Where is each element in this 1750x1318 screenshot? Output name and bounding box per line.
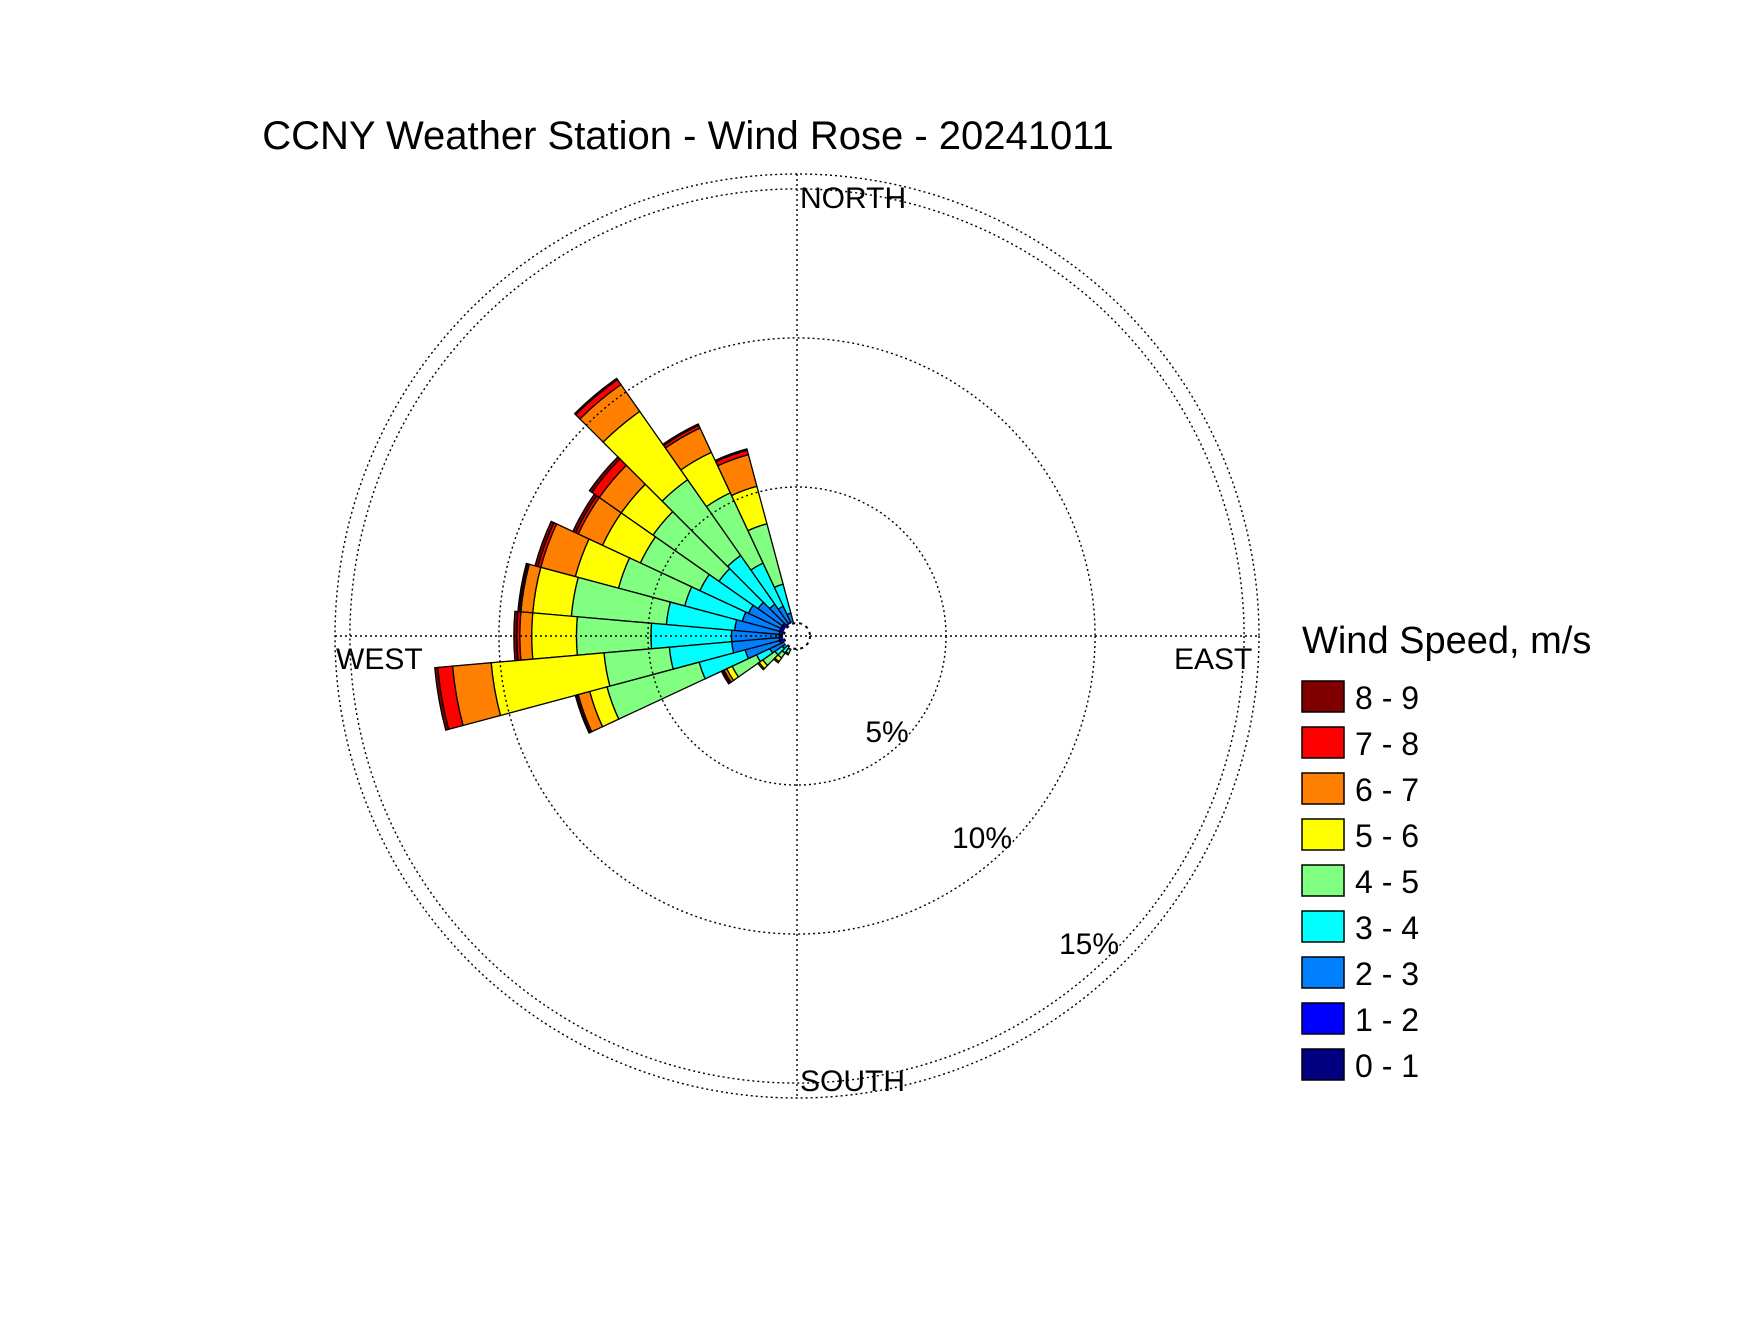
radial-tick-label: 15% [1059,928,1119,961]
legend-item: 3 - 4 [1302,910,1419,946]
legend-item: 1 - 2 [1302,1002,1419,1038]
legend-label: 8 - 9 [1355,680,1419,716]
legend-title: Wind Speed, m/s [1302,620,1591,662]
legend-item: 5 - 6 [1302,818,1419,854]
legend-label: 5 - 6 [1355,818,1419,854]
legend-swatch [1302,727,1344,758]
wind-sectors [435,378,802,733]
west-label: WEST [336,643,423,676]
legend-item: 7 - 8 [1302,726,1419,762]
legend-label: 1 - 2 [1355,1002,1419,1038]
legend-item: 8 - 9 [1302,680,1419,716]
legend: Wind Speed, m/s 8 - 9 7 - 8 6 - 7 5 - 6 4 - … [1302,620,1591,1084]
legend-swatch [1302,911,1344,942]
radial-tick-label: 10% [952,822,1012,855]
polar-grid [335,174,1259,1098]
legend-label: 3 - 4 [1355,910,1419,946]
legend-label: 7 - 8 [1355,726,1419,762]
legend-label: 6 - 7 [1355,772,1419,808]
east-label: EAST [1174,643,1252,676]
legend-item: 4 - 5 [1302,864,1419,900]
legend-label: 0 - 1 [1355,1048,1419,1084]
chart-title: CCNY Weather Station - Wind Rose - 20241… [262,114,1114,158]
south-label: SOUTH [800,1065,905,1098]
legend-swatch [1302,1049,1344,1080]
legend-swatch [1302,819,1344,850]
legend-label: 2 - 3 [1355,956,1419,992]
legend-swatch [1302,957,1344,988]
radial-tick-label: 5% [865,716,908,749]
legend-swatch [1302,1003,1344,1034]
legend-swatch [1302,773,1344,804]
legend-label: 4 - 5 [1355,864,1419,900]
north-label: NORTH [800,182,906,215]
legend-item: 6 - 7 [1302,772,1419,808]
legend-swatch [1302,681,1344,712]
legend-item: 2 - 3 [1302,956,1419,992]
legend-item: 0 - 1 [1302,1048,1419,1084]
legend-swatch [1302,865,1344,896]
